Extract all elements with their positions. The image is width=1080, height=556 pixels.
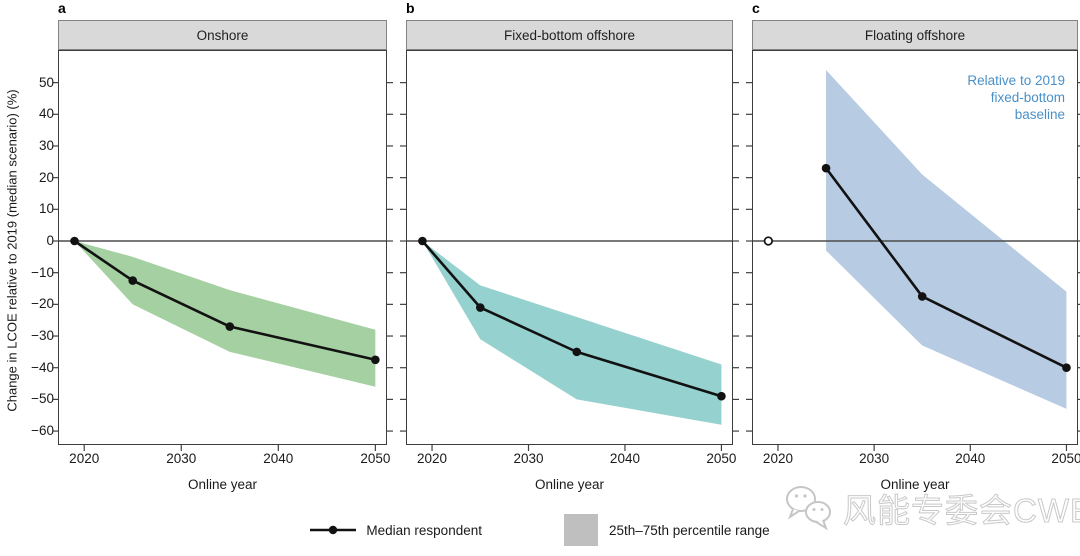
y-tick-label: 50 [38,74,54,90]
x-axis-title: Online year [187,477,258,492]
median-point [821,163,831,173]
median-line-symbol [310,525,357,535]
x-tick-label: 2030 [859,451,890,466]
median-point [572,347,582,357]
plot-area-onshore [52,50,393,451]
median-point [128,276,138,285]
y-tick-label: 20 [38,169,54,185]
panel-title: Onshore [196,27,249,43]
x-tick-label: 2040 [263,451,294,466]
percentile-band [826,69,1067,409]
x-tick-label: 2040 [955,451,986,466]
y-tick-label: 40 [38,106,54,122]
x-axis-title: Online year [534,477,605,492]
median-point [225,322,235,331]
percentile-band [74,241,376,387]
y-tick-label: −50 [31,391,54,407]
panel-fixed-bottom-offshore: b Fixed-bottom offshore Online year 2020… [400,0,739,556]
x-axis-title: Online year [880,477,950,492]
y-tick-label: 10 [38,201,54,217]
legend-item-median: Median respondent [310,523,482,538]
y-tick-label: −40 [31,359,54,375]
legend-median-label: Median respondent [366,522,482,538]
median-point [70,236,79,246]
panel-onshore: a Onshore Online year 2020 2030 2040 2050 [52,0,393,556]
baseline-open-point [763,236,773,246]
plot-area-floating [746,50,1080,451]
x-tick-label: 2050 [360,451,391,466]
panel-letter-b: b [406,0,415,16]
x-tick-label: 2030 [513,451,544,466]
median-point [418,236,427,246]
percentile-band-swatch [563,514,598,546]
y-tick-label: 30 [38,137,54,153]
y-tick-label: −60 [31,423,54,439]
panel-header-fixed-bottom: Fixed-bottom offshore [406,20,733,50]
percentile-band [422,241,722,425]
median-point [475,303,485,312]
panel-letter-c: c [752,0,760,16]
x-tick-label: 2020 [762,451,793,466]
x-tick-label: 2020 [417,451,448,466]
plot-area-fixed-bottom [400,50,739,451]
panel-header-onshore: Onshore [58,20,387,50]
median-point [917,292,927,301]
median-point [717,391,726,401]
y-tick-label: −20 [31,296,54,312]
median-point [371,355,380,365]
panel-letter-a: a [58,0,66,16]
median-line [73,239,376,362]
panel-title: Fixed-bottom offshore [503,27,636,43]
y-tick-label: −30 [31,328,54,344]
y-tick-label: −10 [31,264,54,280]
panel-title: Floating offshore [864,27,966,43]
x-tick-label: 2050 [1051,451,1080,466]
x-tick-label: 2020 [69,451,100,466]
y-axis-tick-labels: 50 40 30 20 10 0 −10 −20 −30 −40 −50 −60 [16,0,54,556]
x-tick-label: 2030 [166,451,197,466]
baseline-annotation: Relative to 2019 fixed-bottom baseline [967,73,1065,122]
legend-item-band: 25th–75th percentile range [563,514,770,546]
median-line [421,240,722,398]
median-point [1062,363,1071,373]
legend-band-label: 25th–75th percentile range [608,522,770,538]
x-tick-label: 2040 [609,451,640,466]
legend: Median respondent 25th–75th percentile r… [0,514,1080,546]
y-tick-label: 0 [46,233,54,248]
panel-header-floating: Floating offshore [752,20,1078,50]
x-tick-label: 2050 [706,451,737,466]
panel-floating-offshore: c Floating offshore Relative to 2019 fix… [746,0,1080,556]
